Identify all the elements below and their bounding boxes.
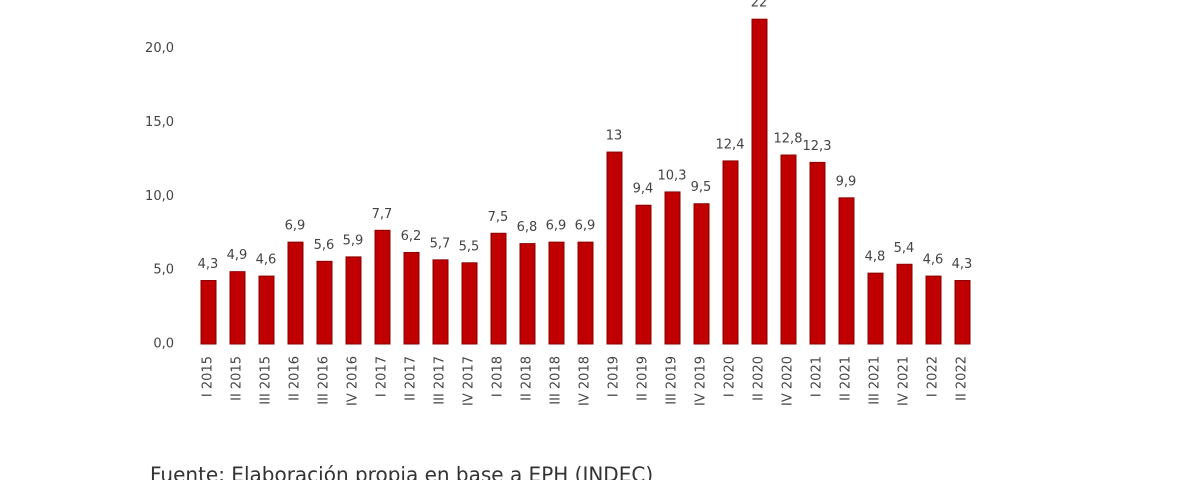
x-tick-label: III 2015 (259, 356, 274, 405)
x-tick-label: I 2017 (375, 356, 390, 397)
value-label: 4,3 (952, 257, 973, 272)
value-label: 4,6 (256, 253, 277, 268)
value-label: 5,5 (459, 239, 480, 254)
value-label: 12,8 (774, 132, 803, 147)
value-label: 12,3 (803, 139, 832, 154)
x-tick-label: IV 2020 (781, 356, 796, 406)
value-label: 4,9 (227, 248, 248, 263)
bar (345, 256, 362, 345)
x-tick-label: III 2021 (868, 356, 883, 405)
value-label: 12,4 (716, 137, 745, 152)
x-tick-label: IV 2019 (694, 356, 709, 406)
bar (490, 232, 507, 345)
x-tick-label: III 2017 (433, 356, 448, 405)
bar (664, 191, 681, 345)
x-tick-label: I 2020 (723, 356, 738, 397)
bar (896, 263, 913, 345)
bar (200, 280, 217, 345)
value-label: 4,3 (198, 257, 219, 272)
bar (838, 197, 855, 345)
value-label: 5,4 (894, 241, 915, 256)
bar (461, 262, 478, 345)
value-label: 5,7 (430, 236, 451, 251)
bar (577, 241, 594, 345)
x-tick-label: IV 2016 (346, 356, 361, 406)
value-label: 9,4 (633, 182, 654, 197)
bar (693, 203, 710, 345)
x-tick-label: II 2022 (955, 356, 970, 401)
value-label: 6,8 (517, 220, 538, 235)
bar (925, 275, 942, 345)
source-note: Fuente: Elaboración propia en base a EPH… (150, 463, 653, 480)
bar (954, 280, 971, 345)
bar (548, 241, 565, 345)
value-label: 4,8 (865, 250, 886, 265)
bar (432, 259, 449, 345)
bar (374, 229, 391, 345)
bar (606, 151, 623, 345)
x-tick-label: I 2018 (491, 356, 506, 397)
x-tick-label: I 2022 (926, 356, 941, 397)
value-label: 13 (606, 129, 623, 144)
x-tick-label: III 2018 (549, 356, 564, 405)
value-label: 7,5 (488, 210, 509, 225)
y-tick-label: 0,0 (153, 337, 174, 352)
bar (751, 18, 768, 345)
x-tick-label: II 2018 (520, 356, 535, 401)
x-tick-label: II 2017 (404, 356, 419, 401)
bar (519, 243, 536, 345)
value-label: 10,3 (658, 168, 687, 183)
value-label: 6,9 (575, 219, 596, 234)
bar (258, 275, 275, 345)
value-label: 22 (751, 0, 768, 11)
y-tick-label: 15,0 (145, 115, 174, 130)
bar (229, 271, 246, 345)
x-tick-label: I 2015 (201, 356, 216, 397)
value-label: 4,6 (923, 253, 944, 268)
value-label: 6,2 (401, 229, 422, 244)
x-tick-label: II 2016 (288, 356, 303, 401)
x-tick-label: II 2015 (230, 356, 245, 401)
bar (287, 241, 304, 345)
y-tick-label: 20,0 (145, 41, 174, 56)
x-tick-label: IV 2017 (462, 356, 477, 406)
bar (867, 272, 884, 345)
bar (635, 204, 652, 345)
value-label: 9,5 (691, 180, 712, 195)
x-tick-label: II 2021 (839, 356, 854, 401)
x-tick-label: III 2019 (665, 356, 680, 405)
x-tick-label: IV 2018 (578, 356, 593, 406)
value-label: 5,9 (343, 233, 364, 248)
bar (316, 260, 333, 345)
x-tick-label: I 2019 (607, 356, 622, 397)
value-label: 6,9 (285, 219, 306, 234)
y-tick-label: 10,0 (145, 189, 174, 204)
bar (809, 161, 826, 345)
value-label: 9,9 (836, 174, 857, 189)
x-tick-label: II 2020 (752, 356, 767, 401)
bar (722, 160, 739, 345)
y-tick-label: 5,0 (153, 263, 174, 278)
x-tick-label: IV 2021 (897, 356, 912, 406)
value-label: 6,9 (546, 219, 567, 234)
x-tick-label: III 2016 (317, 356, 332, 405)
x-tick-label: II 2019 (636, 356, 651, 401)
value-label: 5,6 (314, 238, 335, 253)
bar (780, 154, 797, 345)
x-tick-label: I 2021 (810, 356, 825, 397)
bar (403, 251, 420, 345)
value-label: 7,7 (372, 207, 393, 222)
